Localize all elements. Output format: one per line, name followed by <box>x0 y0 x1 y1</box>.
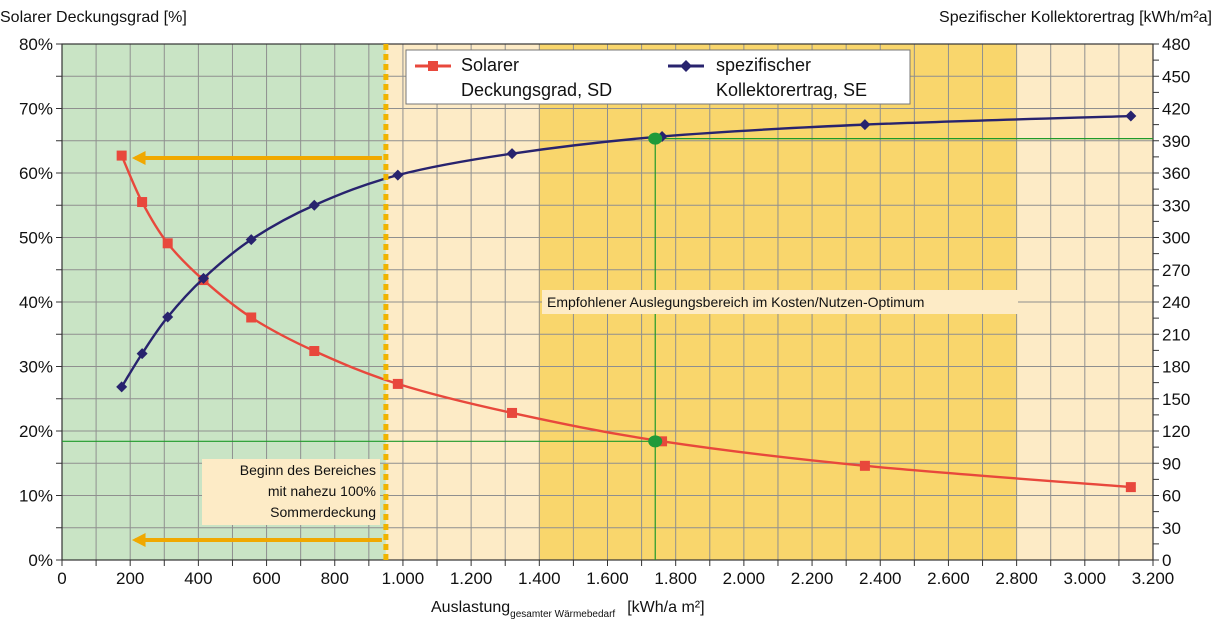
summer-coverage-note-line2: mit nahezu 100% <box>268 483 376 499</box>
data-point <box>507 407 518 418</box>
x-tick-label: 400 <box>184 569 212 588</box>
legend-se-label-line1: spezifischer <box>716 55 811 75</box>
legend: Solarer Deckungsgrad, SD spezifischer Ko… <box>405 49 911 105</box>
y-left-tick-label: 40% <box>19 293 53 312</box>
x-tick-label: 1.400 <box>518 569 561 588</box>
y-left-tick-label: 80% <box>19 35 53 54</box>
data-point <box>137 197 148 208</box>
arrow-head <box>131 151 146 165</box>
arrow-head <box>131 533 146 547</box>
legend-sd-marker <box>428 61 438 71</box>
x-tick-label: 800 <box>321 569 349 588</box>
data-point <box>197 272 209 284</box>
x-tick-label: 200 <box>116 569 144 588</box>
x-tick-label: 1.600 <box>586 569 629 588</box>
y-right-axis-title: Spezifischer Kollektorertrag [kWh/m²a] <box>939 9 1212 26</box>
summer-coverage-note: Beginn des Bereiches mit nahezu 100% Som… <box>202 459 380 525</box>
y-right-tick-label: 210 <box>1162 325 1190 344</box>
data-point <box>392 169 404 181</box>
y-right-tick-label: 420 <box>1162 100 1190 119</box>
y-right-tick-label: 30 <box>1162 519 1181 538</box>
data-point <box>116 150 127 161</box>
data-point <box>506 148 518 160</box>
y-right-tick-label: 240 <box>1162 293 1190 312</box>
data-point <box>162 238 173 249</box>
data-point <box>1125 482 1136 493</box>
data-point <box>245 234 257 246</box>
summer-coverage-note-line1: Beginn des Bereiches <box>240 462 376 478</box>
y-right-tick-label: 90 <box>1162 454 1181 473</box>
series-se <box>116 110 1137 393</box>
x-tick-label: 1.200 <box>450 569 493 588</box>
plot-frame <box>56 43 1159 566</box>
legend-se-label-line2: Kollektorertrag, SE <box>716 80 867 100</box>
data-point <box>116 381 128 393</box>
data-point <box>859 460 870 471</box>
x-tick-label: 1.800 <box>654 569 697 588</box>
tick-labels: 0 200 400 600 800 1.000 1.200 1.400 1.600 1.800 2.… <box>19 35 1190 588</box>
recommended-range-label-text: Empfohlener Auslegungsbereich im Kosten/… <box>547 294 924 310</box>
data-point <box>309 346 320 357</box>
x-tick-label: 2.200 <box>791 569 834 588</box>
legend-box <box>405 49 911 105</box>
y-right-tick-label: 0 <box>1162 551 1171 570</box>
summer-coverage-note-line3: Sommerdeckung <box>270 504 376 520</box>
recommended-range-label: Empfohlener Auslegungsbereich im Kosten/… <box>542 290 1018 314</box>
data-point <box>136 348 148 360</box>
data-point <box>859 119 871 131</box>
y-right-tick-label: 390 <box>1162 132 1190 151</box>
x-tick-label: 2.800 <box>995 569 1038 588</box>
data-point <box>392 378 403 389</box>
legend-sd-label-line2: Deckungsgrad, SD <box>461 80 612 100</box>
y-right-tick-label: 300 <box>1162 229 1190 248</box>
y-right-tick-label: 330 <box>1162 196 1190 215</box>
annotation-layer <box>131 44 389 560</box>
data-point <box>246 312 257 323</box>
x-tick-label: 2.600 <box>927 569 970 588</box>
data-point <box>308 199 320 211</box>
x-axis-title: Auslastunggesamter Wärmebedarf [kWh/a m²] <box>431 599 705 620</box>
x-axis-title-subscript: gesamter Wärmebedarf <box>510 609 615 620</box>
summer-coverage-note-box <box>202 459 380 525</box>
y-right-tick-label: 450 <box>1162 67 1190 86</box>
y-left-tick-label: 70% <box>19 100 53 119</box>
y-right-tick-label: 360 <box>1162 164 1190 183</box>
data-point <box>1125 110 1137 122</box>
y-left-tick-label: 50% <box>19 229 53 248</box>
x-tick-label: 2.400 <box>859 569 902 588</box>
y-left-tick-label: 10% <box>19 487 53 506</box>
x-tick-label: 0 <box>57 569 66 588</box>
y-right-tick-label: 270 <box>1162 261 1190 280</box>
y-left-tick-label: 60% <box>19 164 53 183</box>
y-right-tick-label: 180 <box>1162 358 1190 377</box>
series-layer <box>116 110 1137 493</box>
optimum-marker-se <box>648 132 663 145</box>
optimum-guides <box>62 138 1153 560</box>
x-tick-label: 3.000 <box>1064 569 1107 588</box>
legend-sd-label-line1: Solarer <box>461 55 519 75</box>
x-tick-label: 600 <box>252 569 280 588</box>
legend-se-marker <box>680 60 692 72</box>
x-tick-label: 2.000 <box>723 569 766 588</box>
data-point <box>162 311 174 323</box>
x-tick-label: 3.200 <box>1132 569 1175 588</box>
x-tick-label: 1.000 <box>382 569 425 588</box>
y-left-tick-label: 20% <box>19 422 53 441</box>
optimum-marker-sd <box>648 435 663 448</box>
x-axis-title-main: Auslastung <box>431 599 510 616</box>
y-right-tick-label: 480 <box>1162 35 1190 54</box>
y-left-tick-label: 30% <box>19 358 53 377</box>
y-left-axis-title: Solarer Deckungsgrad [%] <box>0 9 187 26</box>
x-axis-title-unit: [kWh/a m²] <box>627 599 704 616</box>
lower-arrow <box>131 533 382 547</box>
upper-arrow <box>131 151 382 165</box>
recommended-range-label-box <box>542 290 1018 314</box>
y-left-tick-label: 0% <box>28 551 53 570</box>
y-right-tick-label: 120 <box>1162 422 1190 441</box>
y-right-tick-label: 60 <box>1162 487 1181 506</box>
y-right-tick-label: 150 <box>1162 390 1190 409</box>
